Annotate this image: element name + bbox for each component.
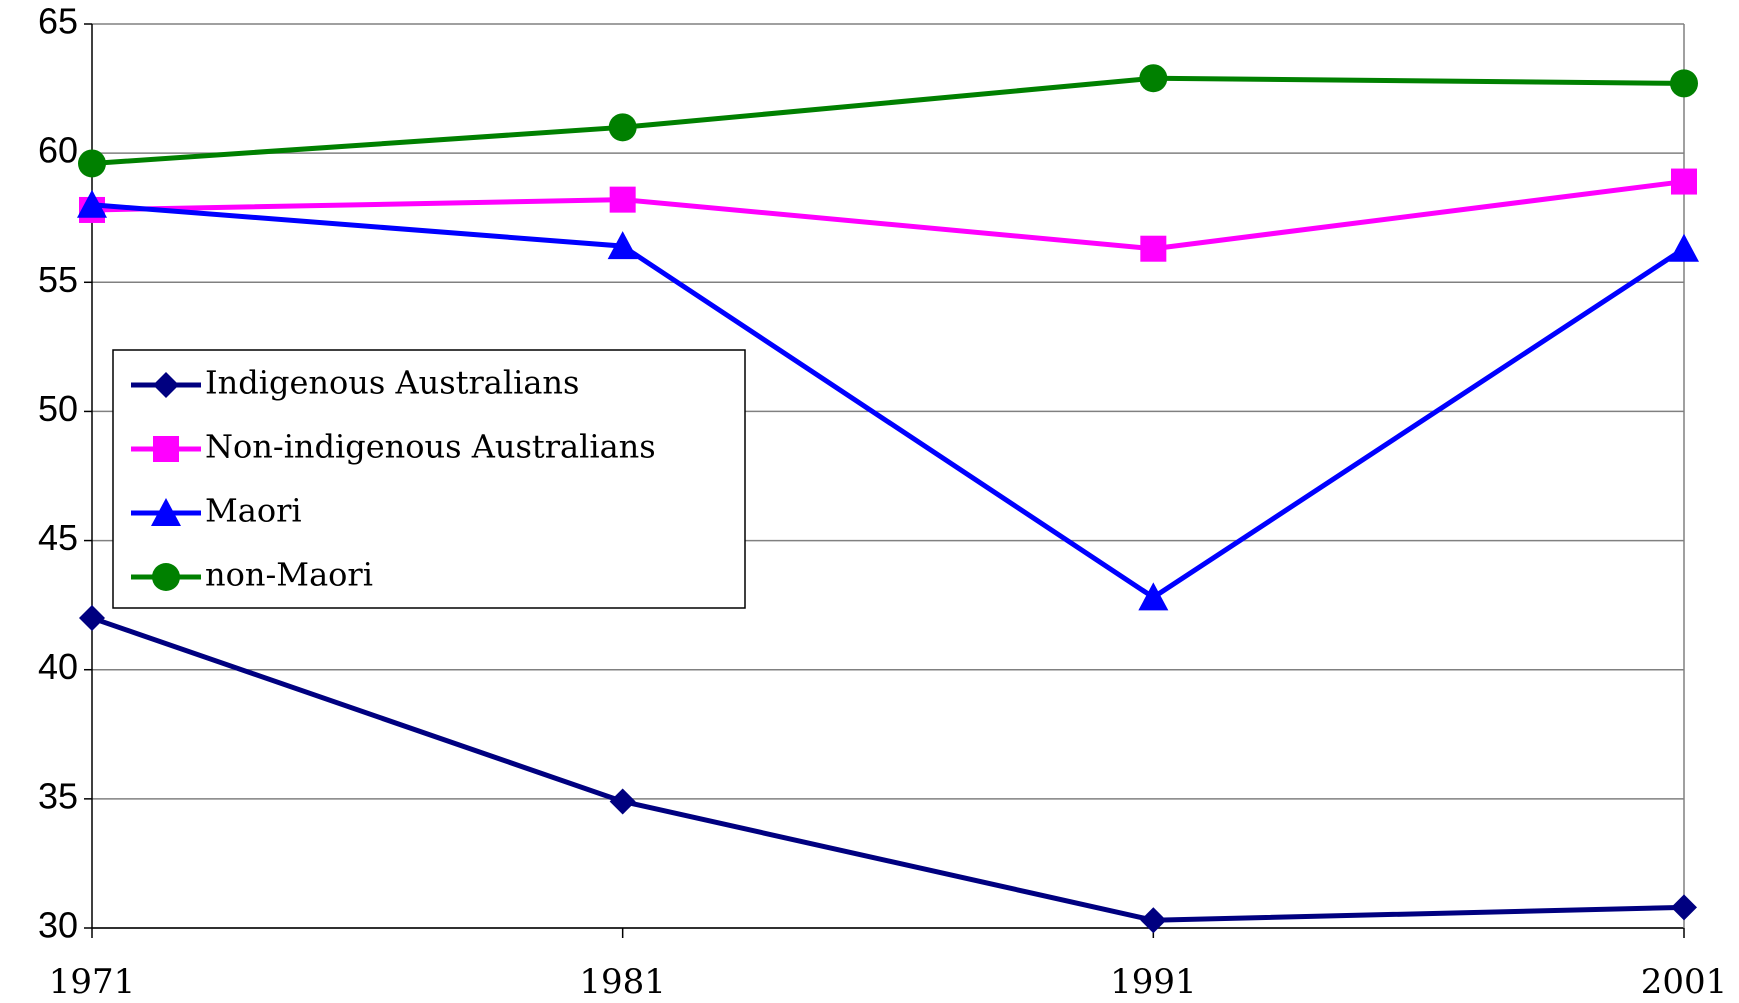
marker [78,149,106,178]
legend-label: Maori [205,492,302,530]
x-tick-label: 1991 [1110,962,1197,1002]
series-line [91,615,1685,923]
marker [151,498,181,526]
marker [1670,69,1698,98]
legend-box [112,349,746,609]
series-line [91,202,1686,601]
marker [1140,907,1167,934]
x-tick-label: 2001 [1641,962,1728,1002]
marker [1138,582,1169,611]
y-tick-label: 60 [38,130,78,171]
legend-label: Indigenous Australians [205,364,579,402]
marker [153,436,179,462]
marker [77,189,107,218]
marker [1671,168,1697,195]
y-tick-label: 65 [38,1,78,42]
y-tick-label: 50 [38,388,78,429]
series-line [91,179,1685,252]
marker [1140,235,1167,262]
marker [609,788,636,815]
marker [607,231,638,260]
legend-label: Non-indigenous Australians [205,428,656,466]
y-tick-label: 35 [38,775,78,816]
marker [79,605,105,632]
marker [608,113,637,142]
y-tick-label: 30 [38,905,78,946]
y-tick-label: 55 [38,259,78,300]
y-tick-label: 40 [38,646,78,687]
marker [153,372,179,398]
y-tick-label: 45 [38,517,78,558]
marker [1669,233,1699,262]
series-line [91,75,1685,166]
x-tick-label: 1971 [49,962,136,1002]
marker [152,563,180,591]
marker [609,186,636,213]
marker [1139,64,1168,93]
legend-label: non-Maori [205,556,373,594]
x-tick-label: 1981 [579,962,666,1002]
marker [1671,894,1697,921]
